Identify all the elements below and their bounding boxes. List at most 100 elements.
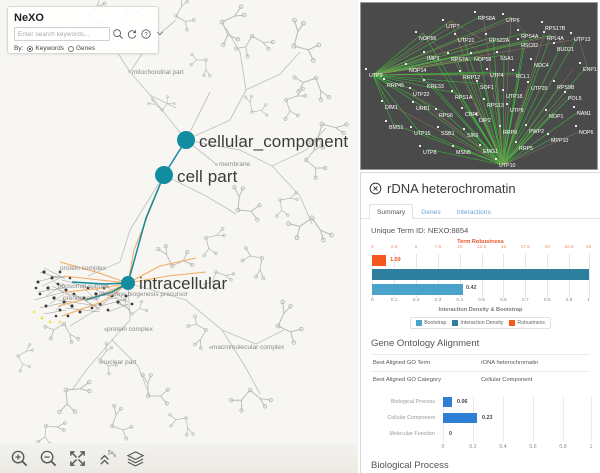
- gene-node[interactable]: [463, 128, 466, 131]
- gene-label[interactable]: RPS17B: [545, 26, 566, 32]
- gene-node[interactable]: [409, 87, 412, 90]
- gene-node[interactable]: [474, 11, 477, 14]
- gene-label[interactable]: RPS22A: [489, 38, 510, 44]
- layers-icon[interactable]: [126, 449, 145, 468]
- help-icon[interactable]: ?: [140, 28, 152, 40]
- gene-node[interactable]: [530, 58, 533, 61]
- close-circle-icon[interactable]: [369, 182, 382, 195]
- gene-node[interactable]: [512, 69, 515, 72]
- radio-keywords[interactable]: Keywords: [27, 45, 64, 52]
- gene-label[interactable]: NAN1: [577, 111, 592, 117]
- gene-node[interactable]: [570, 32, 573, 35]
- legend-item-robustness[interactable]: Robustness: [509, 320, 545, 326]
- gene-label[interactable]: NOP56: [419, 36, 437, 42]
- tab-genes[interactable]: Genes: [421, 209, 441, 216]
- tab-summary[interactable]: Summary: [369, 204, 414, 219]
- gene-node[interactable]: [564, 91, 567, 94]
- gene-node[interactable]: [437, 126, 440, 129]
- search-icon[interactable]: [112, 28, 124, 40]
- gene-label[interactable]: UTP15: [414, 131, 431, 137]
- gene-label[interactable]: RRP9: [503, 130, 518, 136]
- gene-node[interactable]: [496, 51, 499, 54]
- gene-label[interactable]: RPS7A: [451, 57, 469, 63]
- gene-node[interactable]: [475, 113, 478, 116]
- gene-label[interactable]: RCL1: [516, 74, 530, 80]
- zoom-out-icon[interactable]: [39, 449, 58, 468]
- gene-node[interactable]: [517, 29, 520, 32]
- gene-node[interactable]: [423, 51, 426, 54]
- gene-node[interactable]: [451, 90, 454, 93]
- gene-label[interactable]: RPS13: [487, 103, 504, 109]
- gene-node[interactable]: [502, 13, 505, 16]
- gene-node[interactable]: [517, 38, 520, 41]
- gene-node[interactable]: [495, 158, 498, 161]
- go-chart-bar-cellular-component[interactable]: [443, 413, 477, 423]
- tree-minor-node[interactable]: [209, 346, 212, 349]
- gene-label[interactable]: NOP14: [409, 68, 427, 74]
- gene-node[interactable]: [573, 106, 576, 109]
- gene-node[interactable]: [385, 120, 388, 123]
- gene-node[interactable]: [479, 144, 482, 147]
- bar-bootstrap[interactable]: [372, 284, 464, 295]
- gene-node[interactable]: [525, 124, 528, 127]
- gene-label[interactable]: UTP8: [423, 150, 437, 156]
- gene-node[interactable]: [541, 21, 544, 24]
- gene-node[interactable]: [502, 89, 505, 92]
- gene-node[interactable]: [454, 33, 457, 36]
- tree-minor-node[interactable]: [215, 163, 218, 166]
- gene-node[interactable]: [461, 107, 464, 110]
- gene-label[interactable]: NOC4: [534, 63, 549, 69]
- gene-node[interactable]: [423, 79, 426, 82]
- reset-icon[interactable]: [126, 28, 138, 40]
- tree-node-cell-part[interactable]: [155, 166, 173, 184]
- gene-label[interactable]: SIK6: [467, 133, 479, 139]
- gene-label[interactable]: PWP2: [529, 129, 545, 135]
- viewer-toolbar[interactable]: [0, 443, 358, 473]
- tree-visualization-panel[interactable]: cellular_component cell part intracellul…: [0, 0, 358, 473]
- fit-screen-icon[interactable]: [68, 449, 87, 468]
- gene-label[interactable]: BUD21: [557, 47, 575, 53]
- gene-label[interactable]: IMP3: [427, 56, 440, 62]
- gene-label[interactable]: URB1: [416, 106, 431, 112]
- gene-node[interactable]: [575, 125, 578, 128]
- bar-robustness[interactable]: [372, 255, 387, 266]
- tree-minor-node[interactable]: [128, 70, 131, 73]
- gene-label[interactable]: RRP45: [387, 83, 405, 89]
- gene-node[interactable]: [442, 19, 445, 22]
- collapse-icon[interactable]: [154, 28, 166, 40]
- gene-node[interactable]: [515, 141, 518, 144]
- gene-label[interactable]: SSA1: [500, 56, 514, 62]
- gene-label[interactable]: UTP20: [531, 86, 548, 92]
- legend-item-bootstrap[interactable]: Bootstrap: [416, 320, 446, 326]
- collapse-network-icon[interactable]: [97, 449, 116, 468]
- gene-label[interactable]: UTP6: [506, 18, 520, 24]
- detail-tabs[interactable]: Summary Genes Interactions: [361, 203, 600, 219]
- gene-label[interactable]: EMG1: [483, 149, 499, 155]
- gene-label[interactable]: UTP18: [506, 94, 523, 100]
- gene-node[interactable]: [553, 80, 556, 83]
- gene-node[interactable]: [383, 78, 386, 81]
- tree-node-intracellular[interactable]: [121, 276, 135, 290]
- gene-node[interactable]: [365, 68, 368, 71]
- gene-label[interactable]: SSB1: [441, 131, 455, 137]
- go-chart-bar-biological-process[interactable]: [443, 397, 452, 407]
- legend-item-interaction-density[interactable]: Interaction Density: [452, 320, 503, 326]
- gene-node[interactable]: [579, 62, 582, 65]
- gene-label[interactable]: MPP10: [551, 138, 569, 144]
- gene-node[interactable]: [405, 63, 408, 66]
- gene-node[interactable]: [447, 52, 450, 55]
- gene-node[interactable]: [476, 80, 479, 83]
- gene-label[interactable]: RRP12: [463, 75, 481, 81]
- bar-interaction-density[interactable]: [372, 269, 589, 280]
- gene-node[interactable]: [459, 70, 462, 73]
- gene-label[interactable]: DIM1: [385, 105, 398, 111]
- gene-node[interactable]: [527, 81, 530, 84]
- radio-genes[interactable]: Genes: [67, 45, 95, 52]
- gene-node[interactable]: [485, 33, 488, 36]
- gene-node[interactable]: [545, 109, 548, 112]
- gene-node[interactable]: [483, 98, 486, 101]
- gene-label[interactable]: HSC82: [521, 43, 539, 49]
- gene-node[interactable]: [381, 100, 384, 103]
- gene-label[interactable]: NOP1: [549, 114, 564, 120]
- gene-label[interactable]: UTP5: [510, 108, 524, 114]
